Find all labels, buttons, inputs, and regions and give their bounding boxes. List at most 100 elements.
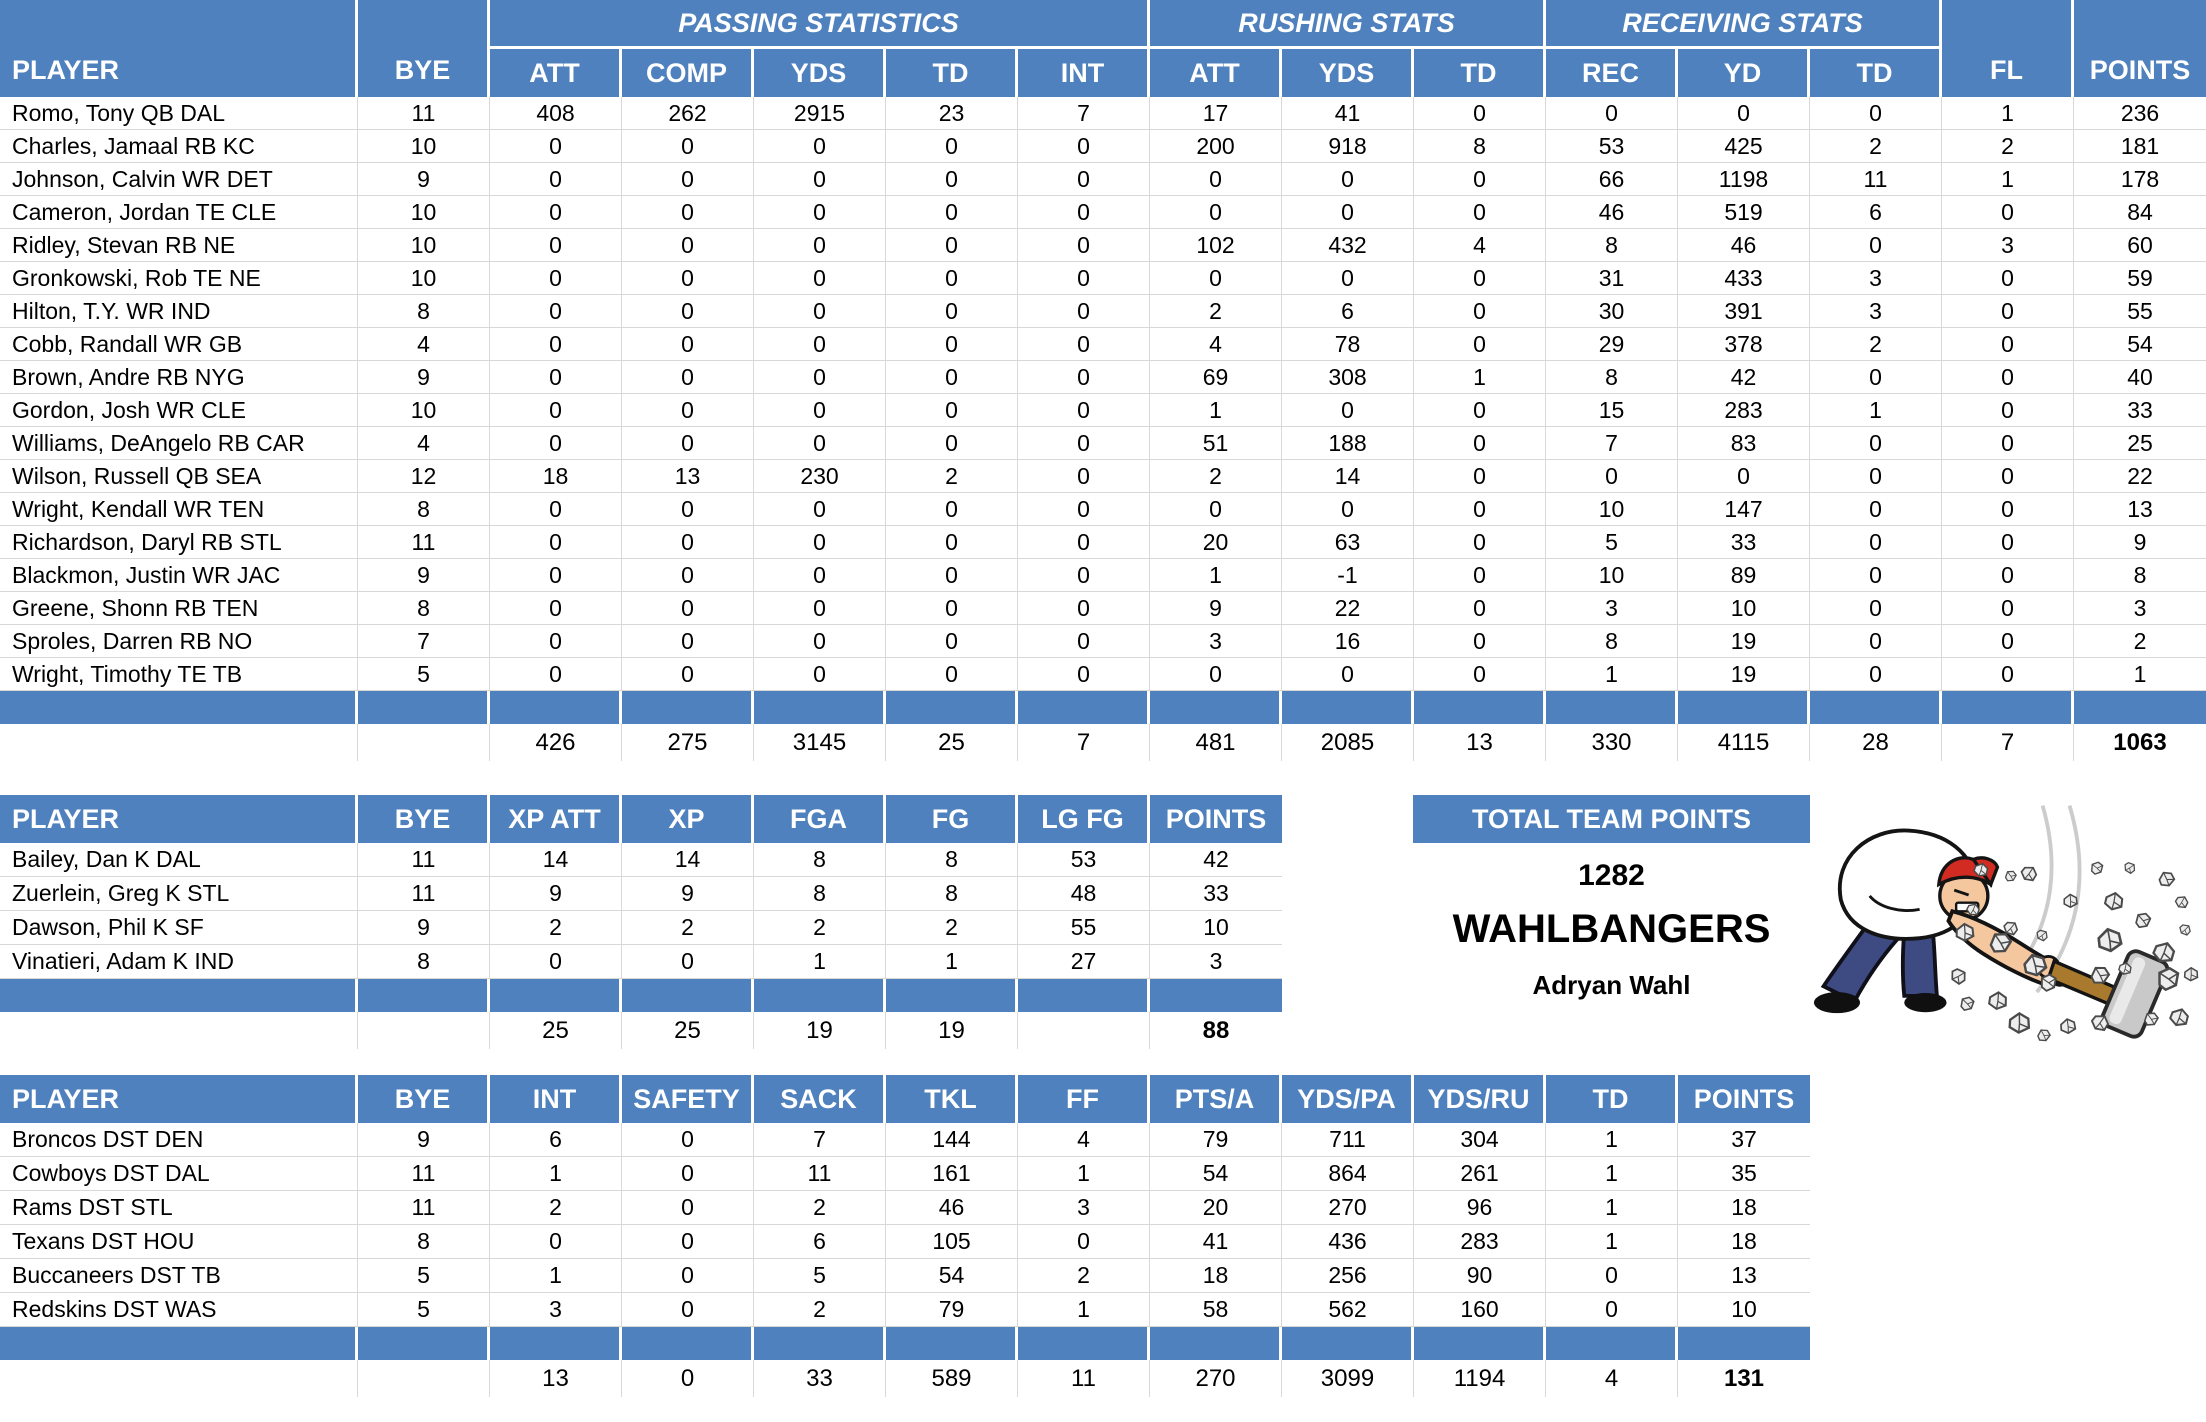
stat-cell[interactable]: 0 [1150,493,1282,526]
stat-cell[interactable]: 0 [1018,163,1150,196]
stat-cell[interactable]: 0 [622,1259,754,1293]
stat-cell[interactable]: 0 [622,196,754,229]
stat-cell[interactable]: 25 [2074,427,2206,460]
stat-cell[interactable]: 256 [1282,1259,1414,1293]
header-bye[interactable]: BYE [358,0,490,97]
team-name[interactable]: WAHLBANGERS [1452,907,1771,951]
stat-cell[interactable]: 0 [886,196,1018,229]
total-cell[interactable]: 4 [1546,1360,1678,1397]
stat-cell[interactable]: 13 [2074,493,2206,526]
stat-cell[interactable]: 0 [1018,196,1150,229]
stat-cell[interactable]: 1 [1546,1225,1678,1259]
stat-cell[interactable]: 7 [754,1123,886,1157]
stat-cell[interactable]: 0 [490,196,622,229]
stat-cell[interactable]: 408 [490,97,622,130]
stat-cell[interactable]: 0 [754,559,886,592]
stat-cell[interactable]: 0 [886,229,1018,262]
stat-cell[interactable]: 0 [1018,262,1150,295]
stat-cell[interactable]: 11 [358,526,490,559]
player-cell[interactable]: Richardson, Daryl RB STL [0,526,358,559]
stat-cell[interactable]: 391 [1678,295,1810,328]
stat-cell[interactable]: 11 [754,1157,886,1191]
stat-cell[interactable]: 18 [490,460,622,493]
stat-cell[interactable]: 2 [490,1191,622,1225]
stat-cell[interactable]: 0 [1018,592,1150,625]
total-cell[interactable]: 13 [490,1360,622,1397]
stat-cell[interactable]: 84 [2074,196,2206,229]
header-player[interactable]: PLAYER [0,0,358,97]
stat-cell[interactable]: 6 [490,1123,622,1157]
stat-cell[interactable]: 22 [1282,592,1414,625]
header-rushing-stats[interactable]: RUSHING STATS [1150,0,1546,49]
player-cell[interactable]: Vinatieri, Adam K IND [0,945,358,979]
stat-cell[interactable]: 3 [1942,229,2074,262]
total-cell[interactable]: 131 [1723,1364,1765,1392]
stat-cell[interactable]: 0 [1018,1225,1150,1259]
stat-cell[interactable]: 0 [754,130,886,163]
stat-cell[interactable]: 0 [490,559,622,592]
total-cell[interactable]: 270 [1150,1360,1282,1397]
header-yds-ru[interactable]: YDS/RU [1414,1075,1546,1123]
stat-cell[interactable]: 1 [1546,658,1678,691]
stat-cell[interactable]: 8 [886,877,1018,911]
stat-cell[interactable]: 0 [622,1123,754,1157]
stat-cell[interactable]: 48 [1018,877,1150,911]
stat-cell[interactable]: 2 [754,1191,886,1225]
stat-cell[interactable]: 433 [1678,262,1810,295]
player-cell[interactable]: Buccaneers DST TB [0,1259,358,1293]
player-cell[interactable]: Blackmon, Justin WR JAC [0,559,358,592]
player-cell[interactable]: Romo, Tony QB DAL [0,97,358,130]
stat-cell[interactable]: 270 [1282,1191,1414,1225]
stat-cell[interactable]: 0 [1018,394,1150,427]
stat-cell[interactable]: 18 [1678,1191,1810,1225]
header-tkl[interactable]: TKL [886,1075,1018,1123]
stat-cell[interactable]: 30 [1546,295,1678,328]
total-cell[interactable]: 2085 [1282,724,1414,761]
player-cell[interactable]: Texans DST HOU [0,1225,358,1259]
stat-cell[interactable]: 10 [1678,592,1810,625]
stat-cell[interactable]: 11 [358,877,490,911]
stat-cell[interactable]: 4 [358,328,490,361]
stat-cell[interactable]: 0 [1810,658,1942,691]
stat-cell[interactable]: 0 [490,658,622,691]
stat-cell[interactable]: 0 [1678,460,1810,493]
player-cell[interactable]: Dawson, Phil K SF [0,911,358,945]
stat-cell[interactable]: 8 [1546,625,1678,658]
header-player[interactable]: PLAYER [0,795,358,843]
header-yds-pa[interactable]: YDS/PA [1282,1075,1414,1123]
player-cell[interactable]: Hilton, T.Y. WR IND [0,295,358,328]
total-blank-cell[interactable] [358,1012,490,1049]
header-att[interactable]: ATT [490,49,622,97]
stat-cell[interactable]: 5 [358,1293,490,1327]
stat-cell[interactable]: 0 [622,163,754,196]
stat-cell[interactable]: 0 [622,427,754,460]
stat-cell[interactable]: 0 [622,1191,754,1225]
stat-cell[interactable]: 236 [2074,97,2206,130]
stat-cell[interactable]: 55 [2074,295,2206,328]
stat-cell[interactable]: 0 [1414,394,1546,427]
stat-cell[interactable]: 9 [358,163,490,196]
stat-cell[interactable]: 10 [1546,493,1678,526]
stat-cell[interactable]: 20 [1150,1191,1282,1225]
stat-cell[interactable]: 2 [1150,295,1282,328]
stat-cell[interactable]: 1 [2074,658,2206,691]
stat-cell[interactable]: 0 [1414,328,1546,361]
stat-cell[interactable]: 1 [1018,1293,1150,1327]
stat-cell[interactable]: 0 [1282,394,1414,427]
stat-cell[interactable]: 0 [622,945,754,979]
stat-cell[interactable]: 0 [622,592,754,625]
stat-cell[interactable]: 53 [1018,843,1150,877]
stat-cell[interactable]: 0 [754,163,886,196]
player-cell[interactable]: Bailey, Dan K DAL [0,843,358,877]
stat-cell[interactable]: 42 [1678,361,1810,394]
stat-cell[interactable]: 0 [1150,658,1282,691]
stat-cell[interactable]: 0 [1942,262,2074,295]
stat-cell[interactable]: 16 [1282,625,1414,658]
stat-cell[interactable]: 0 [490,229,622,262]
stat-cell[interactable]: 1 [1810,394,1942,427]
player-cell[interactable]: Charles, Jamaal RB KC [0,130,358,163]
header-points[interactable]: POINTS [1150,795,1282,843]
stat-cell[interactable]: 0 [622,328,754,361]
stat-cell[interactable]: 0 [490,493,622,526]
stat-cell[interactable]: 90 [1414,1259,1546,1293]
